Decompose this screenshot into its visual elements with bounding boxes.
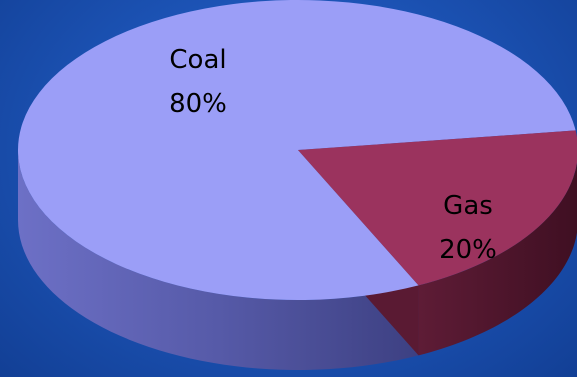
slice-name-coal: Coal <box>169 45 226 75</box>
slice-name-gas: Gas <box>443 191 493 221</box>
slice-top-gas <box>298 130 577 286</box>
pie-labels: Coal 80% Gas 20% <box>169 45 497 265</box>
slice-value-gas: 20% <box>439 235 497 265</box>
slice-value-coal: 80% <box>169 89 227 119</box>
pie-tops <box>17 0 577 301</box>
slice-top-coal <box>17 0 576 301</box>
slice-side-gas <box>418 162 577 356</box>
slice-side-coal <box>18 150 419 370</box>
